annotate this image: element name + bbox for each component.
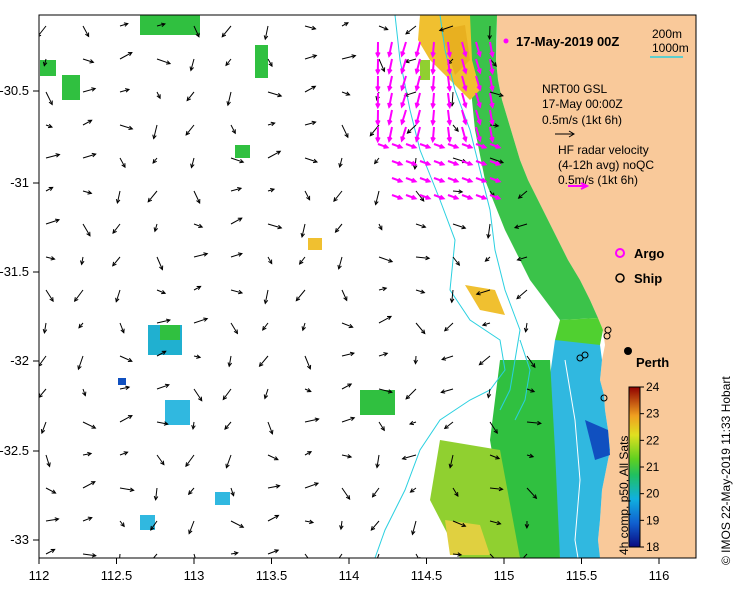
scale-200m: 200m (652, 27, 682, 41)
y-tick-label: -32.5 (0, 443, 29, 458)
nrt-label-2: 17-May 00:00Z (542, 97, 623, 111)
ship-legend-label: Ship (634, 271, 662, 286)
x-tick-label: 113 (184, 568, 205, 583)
y-tick-label: -33 (10, 532, 29, 547)
x-axis: 112 112.5 113 113.5 114 114.5 115 115.5 116 (29, 558, 670, 583)
perth-label: Perth (636, 355, 669, 370)
x-tick-label: 113.5 (256, 568, 288, 583)
hf-label-3: 0.5m/s (1kt 6h) (558, 173, 638, 187)
nrt-label-1: NRT00 GSL (542, 82, 607, 96)
credit-text: © IMOS 22-May-2019 11:33 Hobart (719, 376, 733, 565)
y-tick-label: -31.5 (0, 264, 29, 279)
nrt-label-3: 0.5m/s (1kt 6h) (542, 113, 622, 127)
perth-marker (624, 347, 632, 355)
argo-legend-label: Argo (634, 246, 664, 261)
colorbar-tick: 20 (646, 487, 660, 501)
colorbar-label: 4h comp, p50, All Sats (617, 436, 631, 555)
y-tick-label: -30.5 (0, 83, 29, 98)
colorbar-tick: 21 (646, 460, 660, 474)
x-tick-label: 114.5 (411, 568, 443, 583)
x-tick-label: 115 (494, 568, 515, 583)
colorbar-tick: 22 (646, 433, 660, 447)
x-tick-label: 115.5 (566, 568, 598, 583)
hf-label-2: (4-12h avg) noQC (558, 158, 654, 172)
colorbar-tick: 23 (646, 407, 660, 421)
hf-label-1: HF radar velocity (558, 143, 649, 157)
x-tick-label: 116 (649, 568, 670, 583)
title-marker (504, 39, 509, 44)
scale-1000m: 1000m (652, 41, 689, 55)
y-tick-label: -31 (10, 175, 29, 190)
y-axis: -30.5 -31 -31.5 -32 -32.5 -33 (0, 83, 39, 547)
x-tick-label: 114 (339, 568, 360, 583)
x-tick-label: 112 (29, 568, 50, 583)
colorbar-tick: 19 (646, 513, 660, 527)
colorbar-tick: 18 (646, 540, 660, 554)
colorbar-tick: 24 (646, 380, 660, 394)
y-tick-label: -32 (10, 353, 29, 368)
map-title: 17-May-2019 00Z (516, 34, 619, 49)
x-tick-label: 112.5 (101, 568, 133, 583)
